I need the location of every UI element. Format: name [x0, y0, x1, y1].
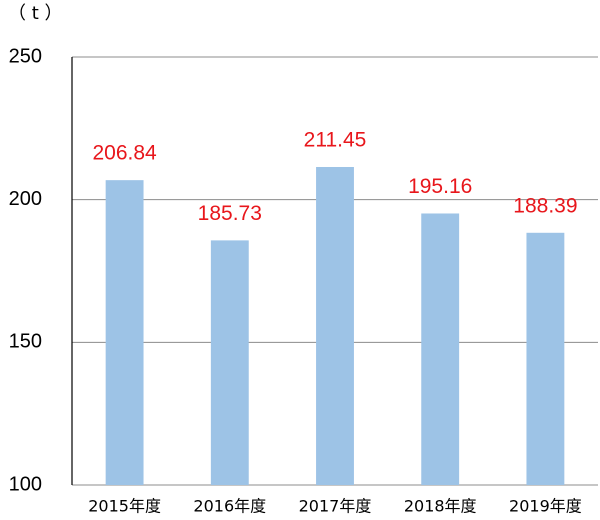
data-label: 185.73 [198, 202, 262, 225]
x-tick-label: 2015年度 [88, 497, 161, 516]
y-axis-label: （ t ） [8, 3, 63, 24]
x-tick-label: 2017年度 [299, 497, 372, 516]
bar [316, 166, 354, 485]
bar [526, 232, 565, 485]
y-tick-label: 200 [9, 188, 42, 210]
data-label: 195.16 [408, 175, 472, 198]
bar [210, 240, 249, 485]
data-label: 211.45 [304, 129, 367, 152]
x-tick-label: 2016年度 [193, 497, 266, 516]
data-label: 206.84 [92, 142, 157, 165]
x-tick-label: 2019年度 [509, 497, 582, 516]
y-tick-label: 150 [9, 331, 42, 353]
x-tick-label: 2018年度 [404, 497, 477, 516]
bar [421, 213, 460, 485]
data-label: 188.39 [513, 194, 577, 217]
y-tick-label: 100 [9, 473, 42, 495]
bar [105, 180, 144, 485]
y-tick-label: 250 [9, 45, 42, 67]
